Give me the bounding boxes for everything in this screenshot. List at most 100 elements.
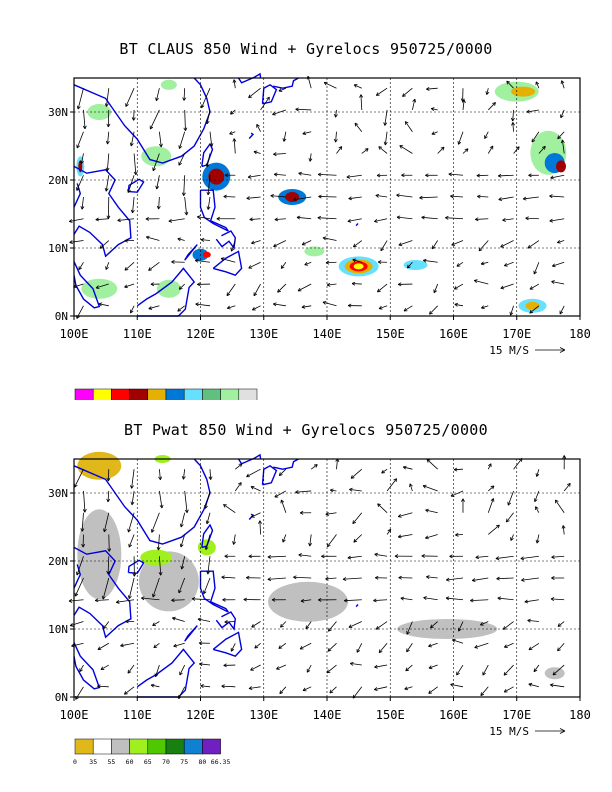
wind-vector (512, 122, 514, 132)
wind-vector (183, 88, 186, 101)
wind-vector-head (396, 215, 401, 220)
wind-vector-head (148, 267, 152, 271)
colorbar-swatch (92, 738, 112, 755)
wind-vector (183, 175, 186, 196)
wind-vector-head (554, 499, 559, 504)
wind-vector (352, 283, 362, 285)
wind-vector-head (184, 211, 189, 216)
wind-vector (452, 639, 464, 644)
wind-vector-head (168, 218, 173, 223)
wind-vector-head (374, 664, 378, 669)
wind-vector (221, 685, 236, 688)
wind-vector-head (398, 575, 402, 580)
wind-vector (69, 218, 84, 222)
wind-vector-head (252, 306, 256, 311)
wind-vector (422, 485, 438, 492)
wind-vector-head (274, 494, 279, 498)
wind-vector-head (326, 543, 331, 548)
lon-tick-label: 180 (569, 708, 591, 722)
wind-vector (552, 261, 565, 267)
wind-vector (478, 240, 489, 252)
wind-vector (280, 621, 287, 628)
wind-vector-head (238, 463, 243, 468)
wind-vector-head (551, 555, 555, 560)
wind-vector (361, 148, 369, 154)
wind-vector-head (450, 683, 454, 687)
wind-vector-head (251, 624, 256, 628)
wind-vector-head (531, 138, 536, 143)
wind-vector-head (406, 648, 410, 653)
wind-vector (295, 490, 312, 493)
wind-vector-head (500, 244, 505, 248)
wind-vector (192, 598, 211, 601)
wind-vector (428, 642, 438, 647)
wind-vector (168, 218, 185, 222)
wind-vector-head (333, 138, 338, 143)
shading-patch (140, 549, 173, 566)
wind-vector-head (280, 623, 284, 628)
wind-vector-head (398, 242, 403, 247)
wind-vector-head (279, 690, 284, 695)
coastline (212, 250, 243, 277)
coastline (199, 189, 229, 232)
wind-vector-head (130, 501, 135, 506)
wind-vector (350, 468, 363, 479)
wind-vector-head (145, 216, 150, 221)
coastline (73, 458, 211, 545)
wind-vector-head (507, 501, 512, 506)
wind-vector (462, 99, 465, 111)
coastline (73, 77, 211, 164)
lon-tick-label: 110E (123, 327, 152, 341)
wind-vector (428, 664, 438, 669)
wind-vector-head (381, 469, 386, 474)
wind-vector-head (179, 543, 184, 548)
shading-patch (268, 581, 349, 622)
wind-vector-head (197, 215, 201, 220)
wind-vector-head (246, 473, 250, 478)
wind-vector-head (348, 196, 352, 201)
wind-vector (74, 577, 84, 597)
wind-vector-head (450, 493, 455, 497)
wind-vector (250, 664, 261, 671)
wind-vector-head (440, 146, 445, 151)
wind-vector (178, 577, 186, 594)
wind-vector (384, 109, 388, 126)
wind-vector-head (560, 139, 565, 144)
wind-vector-head (194, 258, 199, 263)
wind-vector (158, 556, 162, 576)
wind-vector (278, 468, 287, 476)
wind-vector-head (258, 520, 262, 524)
wind-vector (477, 195, 489, 198)
wind-vector-head (273, 243, 277, 248)
wind-vector (151, 512, 160, 533)
wind-vector-head (528, 646, 533, 651)
wind-vector (431, 108, 438, 111)
wind-vector-head (301, 241, 306, 246)
wind-vector-head (509, 311, 514, 316)
wind-vector-head (209, 143, 214, 147)
wind-vector (404, 121, 413, 132)
coastline (73, 261, 101, 309)
wind-vector-head (333, 113, 338, 118)
wind-vector (250, 486, 261, 492)
wind-vector-head (471, 578, 476, 583)
wind-vector (526, 109, 539, 113)
wind-vector (270, 195, 286, 198)
wind-vector-head (428, 690, 433, 694)
wind-vector-head (383, 141, 388, 146)
wind-vector-head (524, 599, 529, 604)
wind-vector-head (98, 302, 103, 307)
wind-vector (378, 305, 388, 310)
wind-vector (536, 469, 540, 477)
wind-vector-head (404, 686, 409, 691)
wind-vector-head (457, 140, 462, 145)
wind-vector (227, 305, 236, 309)
coastline (199, 570, 229, 613)
wind-vector (179, 664, 186, 676)
wind-vector (200, 239, 211, 241)
wind-vector (352, 686, 363, 699)
wind-vector (184, 196, 188, 216)
wind-vector (507, 490, 514, 506)
lon-tick-label: 140E (313, 708, 342, 722)
wind-vector (77, 88, 84, 110)
